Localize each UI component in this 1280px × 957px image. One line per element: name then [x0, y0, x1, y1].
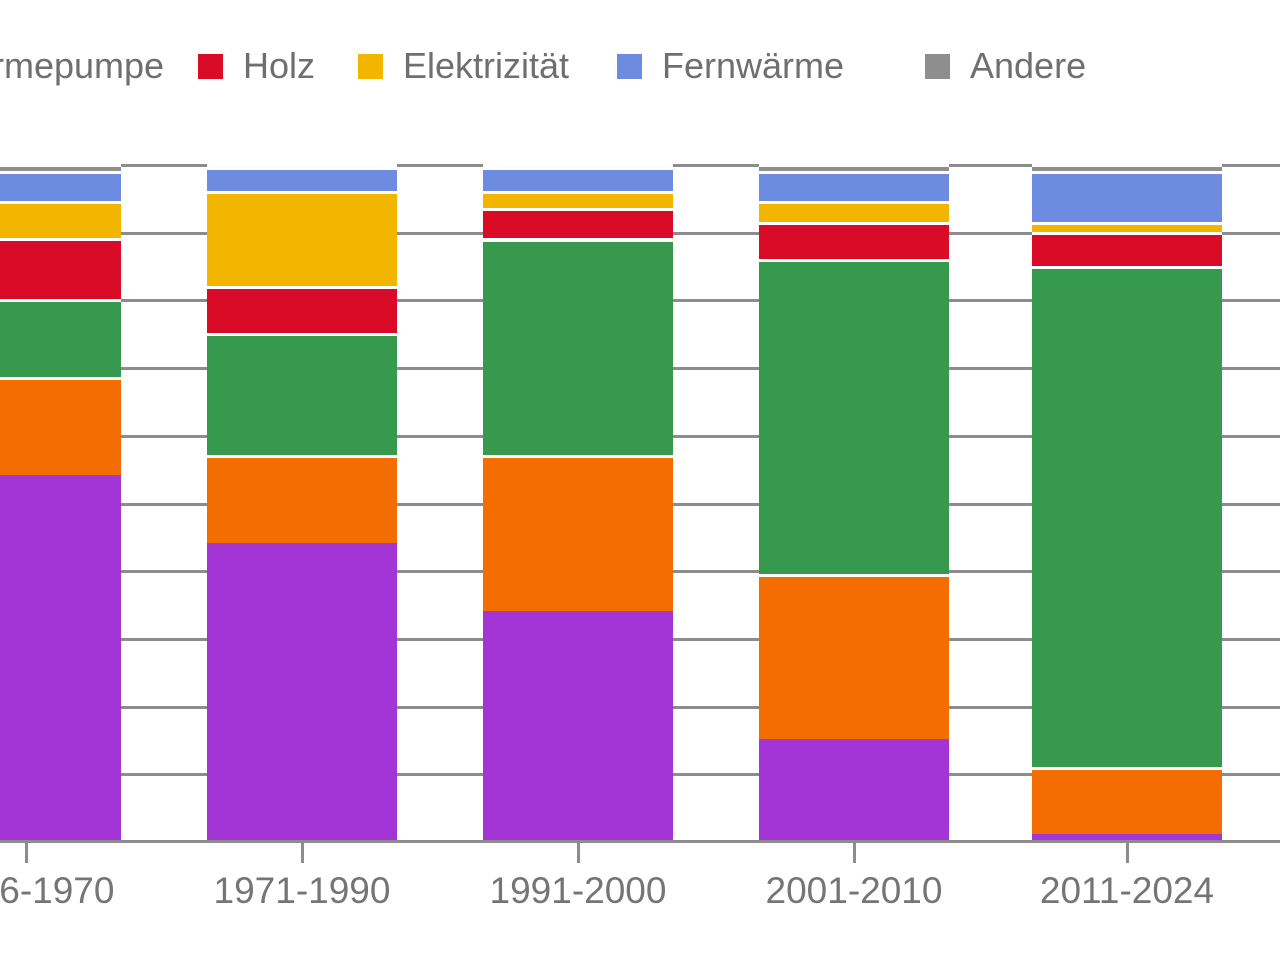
- legend-label-andere: Andere: [970, 45, 1087, 86]
- segment-elektrizitaet: [0, 201, 121, 239]
- segment-purple-series: [0, 475, 121, 841]
- segment-purple-series: [1032, 834, 1222, 841]
- bar-2011-2024: [1032, 164, 1222, 841]
- segment-holz: [0, 238, 121, 300]
- x-label-2011-2024: 2011-2024: [1039, 870, 1215, 911]
- x-tick-4: [853, 843, 856, 863]
- segment-purple-series: [483, 610, 673, 841]
- legend-item-fernwaerme: Fernwärme: [617, 42, 844, 90]
- segment-andere: [207, 164, 397, 168]
- legend-item-holz: Holz: [198, 42, 315, 90]
- x-label-1971-1990: 1971-1990: [213, 870, 391, 911]
- segment-orange-series: [1032, 766, 1222, 835]
- segment-fernwaerme: [1032, 170, 1222, 222]
- segment-elektrizitaet: [483, 191, 673, 209]
- legend-label-fernwaerme: Fernwärme: [662, 45, 845, 86]
- segment-holz: [483, 208, 673, 239]
- legend-item-andere: Andere: [925, 42, 1086, 90]
- segment-waermepumpe: [0, 299, 121, 378]
- segment-holz: [759, 221, 949, 259]
- segment-orange-series: [759, 573, 949, 740]
- x-tick-2: [301, 843, 304, 863]
- bar-1991-2000: [483, 164, 673, 841]
- segment-andere: [759, 164, 949, 171]
- bar-2001-2010: [759, 164, 949, 841]
- legend-item-elektrizitaet: Elektrizität: [358, 42, 569, 90]
- segment-fernwaerme: [207, 167, 397, 192]
- segment-elektrizitaet: [1032, 221, 1222, 232]
- x-label-2001-2010: 2001-2010: [765, 870, 943, 911]
- andere-swatch-icon: [925, 53, 950, 79]
- segment-andere: [0, 164, 121, 171]
- legend-label-holz: Holz: [243, 45, 316, 86]
- segment-purple-series: [207, 543, 397, 841]
- legend-label-waermepumpe: Wärmepumpe: [0, 45, 165, 86]
- segment-andere: [1032, 164, 1222, 171]
- segment-fernwaerme: [483, 167, 673, 192]
- bar-1971-1990: [207, 164, 397, 841]
- x-tick-1: [25, 843, 28, 863]
- segment-holz: [207, 285, 397, 334]
- elektrizitaet-swatch-icon: [358, 53, 383, 79]
- bar-1946-1970: [0, 164, 121, 841]
- x-tick-5: [1126, 843, 1129, 863]
- legend-label-elektrizitaet: Elektrizität: [403, 45, 570, 86]
- legend-item-waermepumpe: Wärmepumpe: [0, 42, 164, 90]
- segment-purple-series: [759, 739, 949, 841]
- segment-elektrizitaet: [759, 201, 949, 222]
- segment-waermepumpe: [1032, 265, 1222, 767]
- legend: Wärmepumpe Holz Elektrizität Fernwärme A…: [0, 42, 1280, 90]
- segment-elektrizitaet: [207, 191, 397, 286]
- segment-waermepumpe: [759, 258, 949, 574]
- segment-orange-series: [483, 455, 673, 611]
- x-axis-line: [0, 840, 1280, 843]
- segment-holz: [1032, 231, 1222, 266]
- fernwaerme-swatch-icon: [617, 53, 642, 79]
- segment-waermepumpe: [207, 333, 397, 456]
- x-tick-3: [577, 843, 580, 863]
- segment-andere: [483, 164, 673, 168]
- segment-fernwaerme: [0, 170, 121, 202]
- segment-orange-series: [207, 455, 397, 544]
- holz-swatch-icon: [198, 53, 223, 79]
- x-label-1991-2000: 1991-2000: [489, 870, 667, 911]
- segment-orange-series: [0, 377, 121, 476]
- segment-waermepumpe: [483, 238, 673, 456]
- segment-fernwaerme: [759, 170, 949, 202]
- x-label-1946-1970: 1946-1970: [0, 870, 115, 911]
